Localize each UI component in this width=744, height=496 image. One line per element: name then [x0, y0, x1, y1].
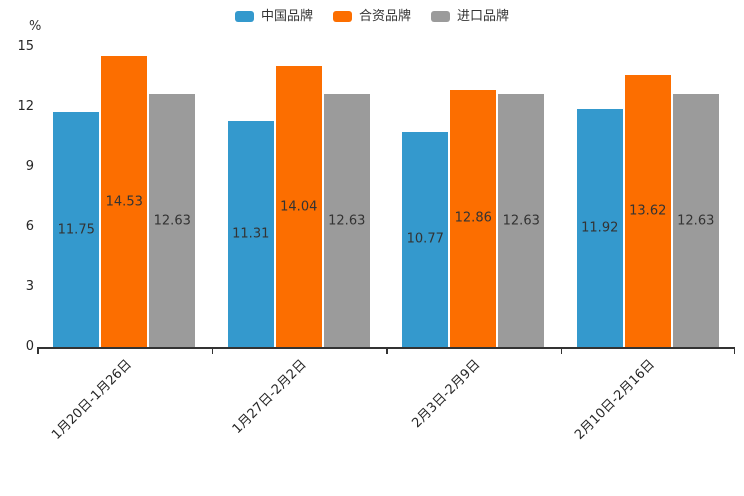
y-axis-unit-label: %: [29, 19, 42, 34]
bar-group: 11.92 13.62 12.63: [561, 47, 736, 347]
legend-item-label: 中国品牌: [260, 9, 313, 24]
y-axis-labels: 0 3 6 9 12 15: [0, 40, 34, 354]
x-category-label: 2月10日-2月16日: [572, 357, 659, 443]
bar-中国品牌: 11.31: [227, 120, 274, 347]
x-axis-tick: [733, 349, 735, 354]
x-axis-tick: [37, 349, 39, 354]
legend-item-label: 进口品牌: [457, 9, 510, 24]
bar-中国品牌: 11.92: [576, 108, 623, 347]
bar-value-label: 12.86: [454, 210, 492, 226]
bar-合资品牌: 13.62: [624, 74, 671, 347]
y-tick-label: 6: [25, 219, 34, 234]
bar-合资品牌: 14.04: [275, 66, 322, 347]
bar-进口品牌: 12.63: [672, 94, 719, 347]
x-category-label: 1月27日-2月2日: [229, 357, 310, 437]
bar-value-label: 11.92: [581, 220, 619, 236]
bar-进口品牌: 12.63: [323, 94, 370, 347]
bar-合资品牌: 12.86: [450, 89, 497, 347]
bar-value-label: 12.63: [677, 213, 715, 229]
legend-swatch-icon: [234, 11, 254, 22]
bar-value-label: 12.63: [153, 213, 191, 229]
bar-中国品牌: 10.77: [402, 131, 449, 347]
legend-item-series-2[interactable]: 进口品牌: [431, 9, 509, 24]
bar-group: 11.31 14.04 12.63: [212, 47, 387, 347]
plot-area: 11.75 14.53 12.63 11.31 14.04 12.63 10.77 12.86…: [37, 47, 736, 354]
bar-group: 10.77 12.86 12.63: [386, 47, 561, 347]
x-axis-labels: 1月20日-1月26日 1月27日-2月2日 2月3日-2月9日 2月10日-2月16…: [37, 349, 735, 489]
y-tick-label: 0: [25, 339, 34, 354]
bar-group: 11.75 14.53 12.63: [37, 47, 212, 347]
chart-legend: 中国品牌 合资品牌 进口品牌: [0, 9, 744, 24]
legend-item-series-0[interactable]: 中国品牌: [234, 9, 313, 24]
legend-item-series-1[interactable]: 合资品牌: [332, 9, 411, 24]
x-category-label: 1月20日-1月26日: [49, 357, 135, 443]
bar-进口品牌: 12.63: [498, 94, 545, 347]
bar-value-label: 14.53: [105, 194, 143, 210]
legend-swatch-icon: [332, 11, 352, 22]
y-tick-label: 12: [17, 99, 34, 114]
bar-value-label: 11.75: [57, 222, 95, 237]
legend-swatch-icon: [431, 11, 450, 22]
bar-value-label: 11.31: [232, 226, 270, 242]
y-tick-label: 9: [25, 159, 34, 174]
bar-value-label: 13.62: [629, 203, 667, 219]
bar-进口品牌: 12.63: [149, 94, 196, 347]
y-tick-label: 3: [25, 279, 34, 294]
x-axis-tick: [386, 349, 388, 354]
bar-value-label: 14.04: [280, 199, 318, 215]
x-category-label: 2月3日-2月9日: [409, 357, 484, 432]
bar-value-label: 12.63: [328, 213, 366, 229]
x-axis-tick: [211, 349, 213, 354]
x-axis-tick: [560, 349, 562, 354]
bar-中国品牌: 11.75: [53, 112, 100, 347]
legend-item-label: 合资品牌: [358, 9, 411, 24]
bar-value-label: 10.77: [406, 231, 444, 247]
bar-value-label: 12.63: [502, 213, 540, 229]
bar-合资品牌: 14.53: [101, 56, 148, 347]
y-tick-label: 15: [17, 39, 34, 54]
